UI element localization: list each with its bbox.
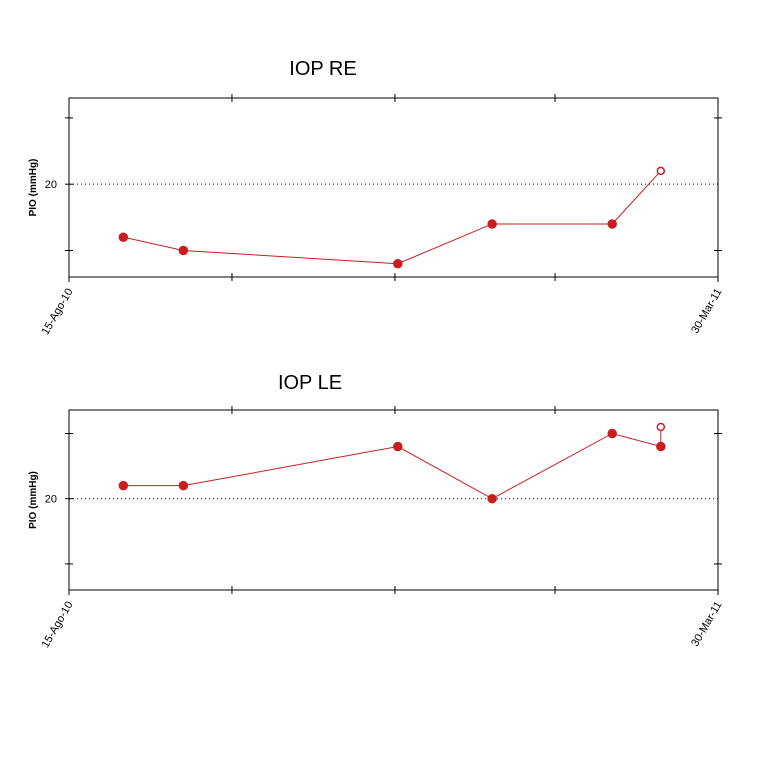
- hollow-point: [656, 166, 666, 176]
- y-tick-label: 20: [45, 179, 57, 191]
- x-tick-label: 30-Mar-11: [689, 600, 724, 649]
- y-tick-label: 20: [45, 494, 57, 506]
- data-point: [607, 428, 617, 439]
- data-point: [487, 219, 497, 229]
- series-line: [123, 426, 662, 500]
- data-point: [487, 493, 497, 504]
- plot-frame: [68, 409, 719, 591]
- data-point: [178, 245, 189, 256]
- data-point: [607, 219, 617, 229]
- data-point: [118, 480, 129, 491]
- series-line: [123, 170, 662, 265]
- x-tick-label: 30-Mar-11: [689, 287, 724, 336]
- data-point: [656, 441, 666, 452]
- hollow-point: [656, 422, 666, 432]
- x-tick-label: 15-Ago-10: [40, 600, 76, 650]
- chart-title: IOP RE: [289, 58, 356, 80]
- x-tick-label: 15-Ago-10: [40, 287, 76, 337]
- data-point: [118, 232, 129, 242]
- data-point: [178, 480, 189, 491]
- data-point: [393, 441, 403, 452]
- plot-frame: [68, 97, 719, 278]
- chart-title: IOP LE: [278, 372, 342, 394]
- y-axis-label: PIO (mmHg): [28, 159, 39, 217]
- data-point: [393, 258, 403, 269]
- y-axis-label: PIO (mmHg): [28, 471, 39, 529]
